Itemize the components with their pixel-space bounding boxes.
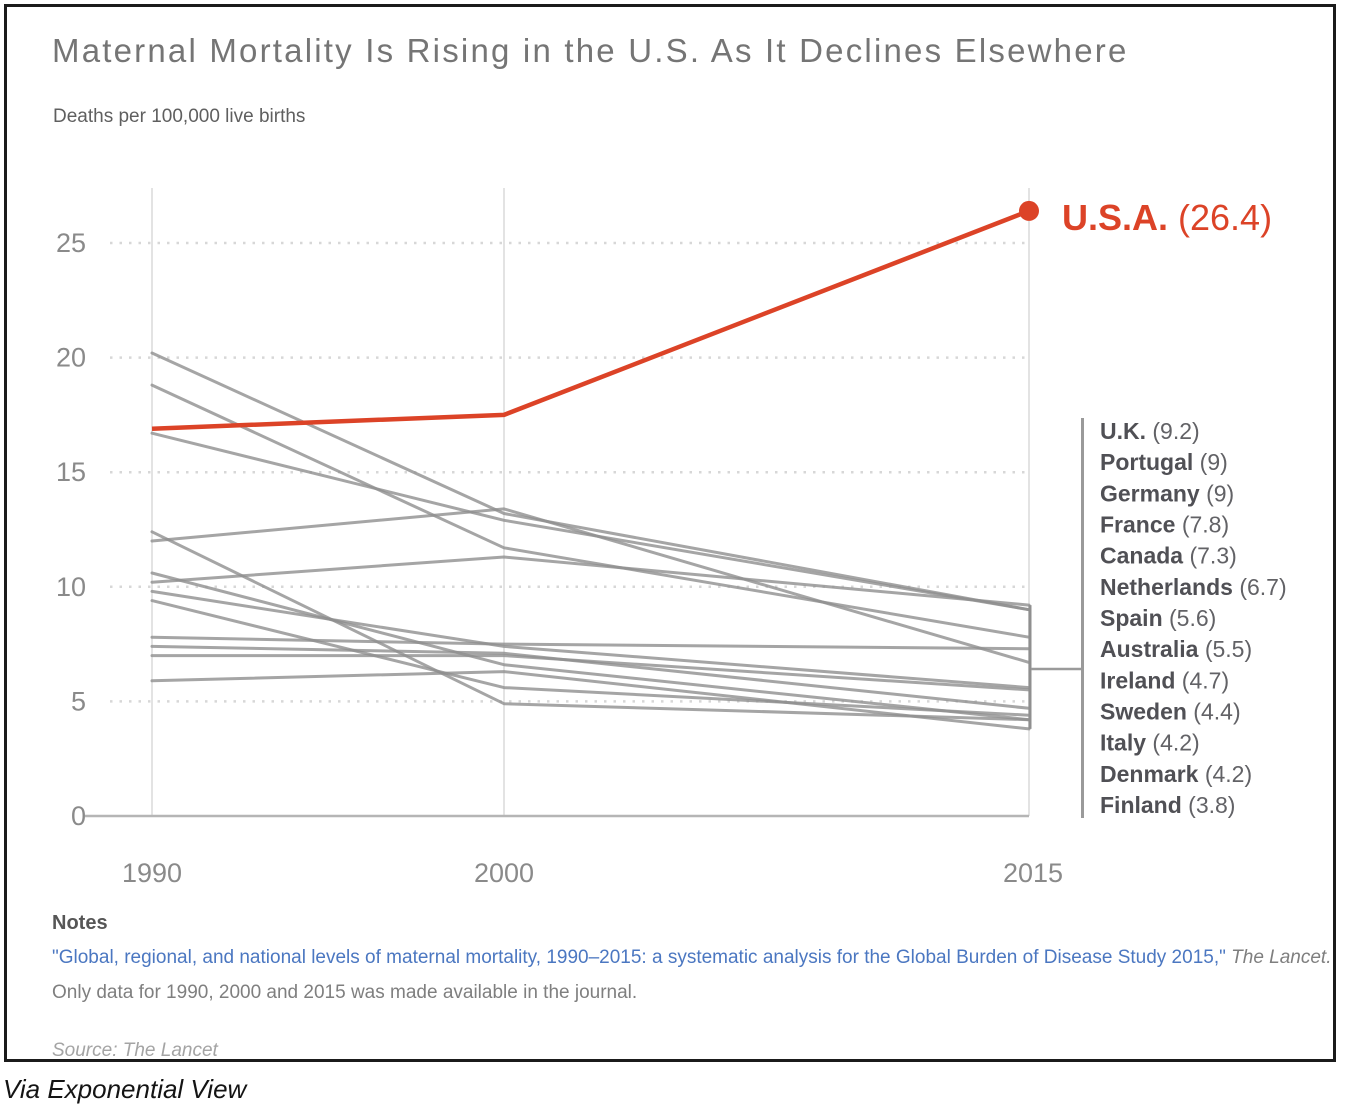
x-tick-label: 2015 — [1003, 858, 1063, 888]
country-line-denmark — [150, 530, 1031, 722]
legend-item-uk: U.K. (9.2) — [1100, 418, 1200, 444]
legend-item-france: France (7.8) — [1100, 512, 1229, 538]
chart-subtitle: Deaths per 100,000 live births — [53, 106, 306, 127]
notes-label: Notes — [52, 912, 108, 934]
notes-line2: Only data for 1990, 2000 and 2015 was ma… — [52, 982, 638, 1003]
y-tick-label: 0 — [71, 801, 86, 831]
legend-item-australia: Australia (5.5) — [1100, 636, 1252, 662]
legend-item-denmark: Denmark (4.2) — [1100, 761, 1252, 787]
legend-item-portugal: Portugal (9) — [1100, 449, 1228, 475]
y-tick-label: 15 — [56, 457, 86, 487]
legend-item-ireland: Ireland (4.7) — [1100, 667, 1229, 693]
usa-label: U.S.A. (26.4) — [1062, 197, 1272, 238]
citation-line: "Global, regional, and national levels o… — [52, 947, 1331, 969]
country-line-portugal — [150, 351, 1031, 612]
x-tick-label: 2000 — [474, 858, 534, 888]
country-line-uk — [150, 555, 1031, 607]
country-line-ireland — [150, 644, 1031, 710]
citation-link[interactable]: "Global, regional, and national levels o… — [52, 947, 1226, 968]
y-tick-label: 25 — [56, 228, 86, 258]
attribution-text: Via Exponential View — [3, 1074, 247, 1104]
legend-item-finland: Finland (3.8) — [1100, 792, 1235, 818]
x-tick-label: 1990 — [122, 858, 182, 888]
legend-item-italy: Italy (4.2) — [1100, 730, 1200, 756]
chart-title: Maternal Mortality Is Rising in the U.S.… — [52, 32, 1129, 69]
country-line-sweden — [150, 599, 1031, 717]
usa-line — [151, 208, 1030, 431]
y-tick-label: 5 — [71, 686, 86, 716]
country-line-italy — [150, 571, 1031, 722]
legend-item-germany: Germany (9) — [1100, 480, 1234, 506]
country-line-germany — [150, 431, 1031, 612]
country-line-netherlands — [150, 507, 1031, 664]
legend-item-netherlands: Netherlands (6.7) — [1100, 574, 1287, 600]
country-line-france — [150, 383, 1031, 639]
source-text: Source: The Lancet — [52, 1040, 218, 1061]
country-line-canada — [150, 635, 1031, 651]
legend-item-spain: Spain (5.6) — [1100, 605, 1216, 631]
country-line-spain — [150, 589, 1031, 690]
legend-item-canada: Canada (7.3) — [1100, 543, 1237, 569]
y-tick-label: 10 — [56, 572, 86, 602]
country-line-australia — [150, 654, 1031, 692]
legend-item-sweden: Sweden (4.4) — [1100, 699, 1241, 725]
y-tick-label: 20 — [56, 343, 86, 373]
citation-journal: The Lancet. — [1231, 947, 1332, 968]
usa-endpoint-dot — [1019, 200, 1039, 221]
country-line-finland — [150, 670, 1031, 731]
